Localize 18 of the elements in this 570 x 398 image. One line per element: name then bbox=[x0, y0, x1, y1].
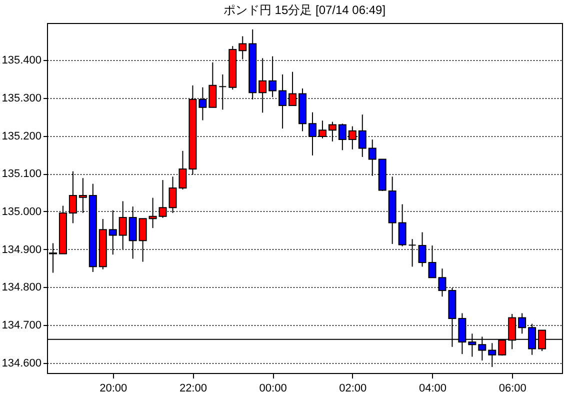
y-tick-label: 134.700 bbox=[2, 319, 42, 332]
y-tick-label: 134.900 bbox=[2, 244, 42, 256]
y-tick-label: 135.100 bbox=[2, 168, 42, 180]
y-tick-label: 134.600 bbox=[2, 357, 42, 370]
chart-title: ポンド円 15分足 [07/14 06:49] bbox=[223, 3, 386, 17]
y-tick-label: 135.400 bbox=[2, 54, 42, 67]
x-tick-label: 04:00 bbox=[418, 382, 447, 394]
x-tick-label: 00:00 bbox=[259, 382, 287, 394]
y-tick-label: 134.800 bbox=[2, 282, 42, 294]
y-tick-label: 135.200 bbox=[2, 130, 42, 142]
candlestick bbox=[488, 342, 496, 368]
x-tick-label: 20:00 bbox=[100, 382, 128, 394]
y-tick-label: 135.300 bbox=[2, 92, 42, 104]
x-tick-label: 06:00 bbox=[498, 382, 526, 394]
candlestick bbox=[148, 197, 157, 229]
y-tick-label: 135.000 bbox=[2, 206, 42, 218]
x-tick-label: 02:00 bbox=[339, 382, 367, 394]
x-tick-label: 22:00 bbox=[179, 382, 207, 394]
